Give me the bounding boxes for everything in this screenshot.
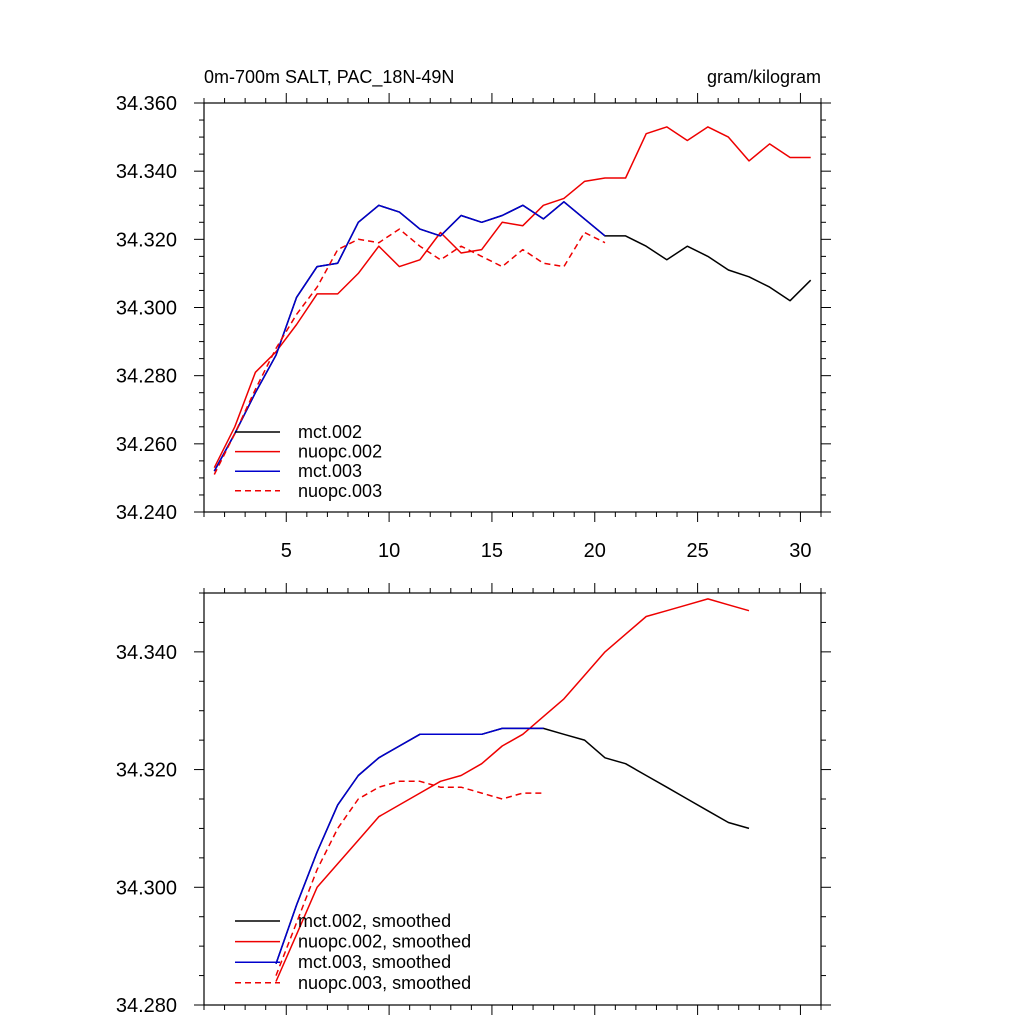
legend-label: nuopc.003, smoothed: [298, 973, 471, 993]
legend-label: nuopc.003: [298, 481, 382, 501]
y-tick-label: 34.280: [116, 995, 177, 1017]
bottom-panel: 34.280 34.300 34.320 34.340 mct.002, smoothe…: [116, 583, 831, 1017]
x-tick-label: 30: [789, 540, 811, 562]
y-tick-label: 34.340: [116, 642, 177, 664]
legend-label: mct.002, smoothed: [298, 911, 451, 931]
series-line-nuopc-002-smoothed: [275, 598, 750, 982]
plot-frame: [203, 102, 822, 513]
plot-frame: [203, 592, 822, 1006]
y-tick-label: 34.280: [116, 366, 177, 388]
legend-label: nuopc.002, smoothed: [298, 932, 471, 952]
series-line-nuopc-003: [213, 228, 606, 475]
x-tick-label: 20: [584, 540, 606, 562]
legend-label: mct.003: [298, 461, 362, 481]
y-tick-label: 34.300: [116, 298, 177, 320]
series-line-nuopc-003-smoothed: [275, 780, 544, 976]
x-tick-label: 5: [281, 540, 292, 562]
series-line-mct-003: [213, 201, 606, 472]
y-tick-label: 34.260: [116, 434, 177, 456]
legend-label: mct.002: [298, 422, 362, 442]
x-tick-label: 25: [686, 540, 708, 562]
legend-label: mct.003, smoothed: [298, 952, 451, 972]
x-tick-label: 15: [481, 540, 503, 562]
legend-label: nuopc.002: [298, 442, 382, 462]
top-panel: 0m-700m SALT, PAC_18N-49N gram/kilogram …: [116, 67, 831, 562]
units-label: gram/kilogram: [707, 67, 821, 87]
y-tick-label: 34.320: [116, 229, 177, 251]
y-tick-label: 34.240: [116, 502, 177, 524]
y-tick-label: 34.320: [116, 760, 177, 782]
y-tick-label: 34.340: [116, 161, 177, 183]
x-tick-label: 10: [378, 540, 400, 562]
series-line-nuopc-002: [213, 126, 811, 469]
chart-title: 0m-700m SALT, PAC_18N-49N: [204, 67, 454, 88]
y-tick-label: 34.300: [116, 877, 177, 899]
series-line-mct-003-smoothed: [275, 727, 544, 965]
y-tick-label: 34.360: [116, 93, 177, 115]
